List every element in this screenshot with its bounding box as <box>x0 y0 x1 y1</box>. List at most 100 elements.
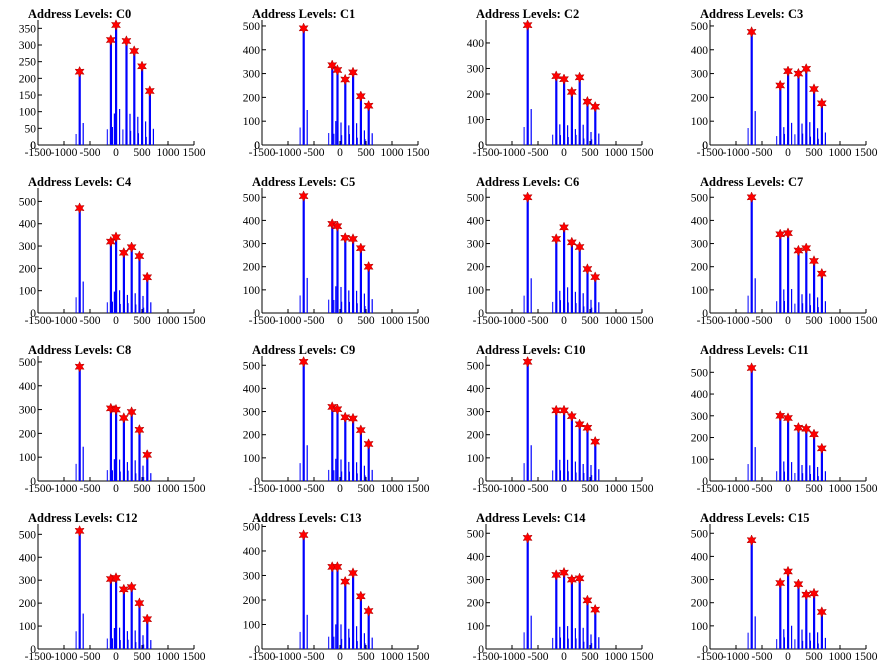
x-tick-label: 1500 <box>631 483 654 495</box>
y-tick-label: 100 <box>243 285 261 297</box>
histogram-bar-minor <box>802 133 804 145</box>
histogram-bar-minor <box>791 625 793 649</box>
histogram-bar-minor <box>126 631 128 649</box>
peak-marker <box>808 83 820 95</box>
chart-panel: Address Levels: C71002003004005000-1500-… <box>691 175 878 327</box>
histogram-bar-minor <box>559 626 561 649</box>
histogram-bar <box>367 104 370 145</box>
peak-marker <box>298 190 309 202</box>
histogram-bar-minor <box>356 303 358 313</box>
y-tick-label: 0 <box>478 476 484 488</box>
y-tick-label: 300 <box>467 239 485 251</box>
histogram-bar-minor <box>824 301 826 313</box>
histogram-bar-minor <box>530 109 532 145</box>
histogram-bar-minor <box>794 473 796 481</box>
histogram-bar <box>594 276 597 313</box>
histogram-bar-minor <box>348 125 350 145</box>
histogram-bar-minor <box>306 445 308 481</box>
x-tick-label: 500 <box>805 483 823 495</box>
histogram-bar-minor <box>810 640 811 649</box>
histogram-bar-minor <box>552 637 554 649</box>
histogram-bar-minor <box>809 122 811 145</box>
histogram-bar <box>359 429 362 481</box>
peak-marker <box>582 95 593 108</box>
chart-panel: Address Levels: C141002003004005000-1500… <box>467 511 654 663</box>
histogram-bar <box>148 89 151 145</box>
peak-marker <box>558 404 570 417</box>
x-tick-label: 1500 <box>407 147 430 159</box>
histogram-bar-minor <box>364 139 366 145</box>
histogram-bar-minor <box>106 129 108 145</box>
x-tick-label: -500 <box>79 147 100 159</box>
histogram-bar-minor <box>791 122 793 145</box>
y-tick-label: 200 <box>691 92 709 104</box>
x-tick-label: 1000 <box>605 147 628 159</box>
y-tick-label: 500 <box>691 367 709 379</box>
x-tick-label: 0 <box>561 651 567 663</box>
x-tick-label: -500 <box>303 147 324 159</box>
y-tick-label: 0 <box>702 140 708 152</box>
histogram-bar-minor <box>130 130 132 145</box>
histogram-bar-minor <box>583 138 585 145</box>
histogram-bar-minor <box>590 299 592 313</box>
histogram-bar-minor <box>802 640 804 649</box>
y-tick-label: 200 <box>691 598 709 610</box>
histogram-bar-minor <box>112 301 113 313</box>
x-tick-label: -500 <box>527 315 548 327</box>
histogram-bar-minor <box>333 133 335 145</box>
histogram-bar <box>336 565 339 649</box>
histogram-bar-minor <box>794 303 796 313</box>
peak-marker <box>110 231 122 243</box>
peak-marker <box>332 403 343 416</box>
histogram-bar-minor <box>567 125 569 145</box>
histogram-bar <box>331 565 334 649</box>
histogram-bar-minor <box>590 131 592 145</box>
histogram-bar <box>813 433 816 481</box>
histogram-bar-minor <box>135 473 137 481</box>
peak-marker <box>134 597 145 609</box>
histogram-bar-minor <box>335 121 337 145</box>
histogram-bar-minor <box>567 287 569 313</box>
histogram-bar-minor <box>582 293 584 313</box>
histogram-bar-minor <box>783 127 785 145</box>
y-tick-label: 0 <box>478 308 484 320</box>
histogram-bar <box>78 70 81 145</box>
y-tick-label: 100 <box>243 453 261 465</box>
y-tick-label: 0 <box>478 140 484 152</box>
chart-title: Address Levels: C12 <box>28 511 138 525</box>
peak-marker <box>590 271 601 283</box>
x-tick-label: -1000 <box>723 483 750 495</box>
histogram-bar <box>359 95 362 145</box>
y-tick-label: 0 <box>30 476 36 488</box>
histogram-bar <box>78 528 81 649</box>
x-tick-label: 0 <box>561 315 567 327</box>
y-tick-label: 100 <box>243 116 261 128</box>
histogram-bar <box>115 408 118 481</box>
histogram-bar-minor <box>119 459 121 481</box>
peak-marker <box>801 242 812 255</box>
peak-marker <box>522 191 533 204</box>
peak-marker <box>522 532 533 544</box>
histogram-bar-minor <box>598 302 600 313</box>
histogram-bar <box>109 406 112 481</box>
peak-marker <box>134 250 145 262</box>
peak-marker <box>355 590 366 603</box>
histogram-bar-minor <box>583 641 585 649</box>
peak-marker <box>126 581 137 593</box>
peak-marker <box>574 572 585 585</box>
peak-marker <box>551 70 562 82</box>
x-tick-label: -1000 <box>499 483 526 495</box>
y-tick-label: 0 <box>702 476 708 488</box>
peak-marker <box>566 236 577 249</box>
x-tick-label: 500 <box>581 315 599 327</box>
x-tick-label: -1500 <box>25 651 52 663</box>
peak-marker <box>775 409 786 422</box>
x-tick-label: 1000 <box>605 651 628 663</box>
histogram-bar <box>302 193 305 313</box>
histogram-bar-minor <box>113 113 115 145</box>
histogram-bar-minor <box>82 281 84 313</box>
x-tick-label: 0 <box>561 147 567 159</box>
chart-panel: Address Levels: C81002003004005000-1500-… <box>19 343 206 495</box>
peak-marker <box>110 403 122 416</box>
x-tick-label: 1000 <box>381 651 404 663</box>
